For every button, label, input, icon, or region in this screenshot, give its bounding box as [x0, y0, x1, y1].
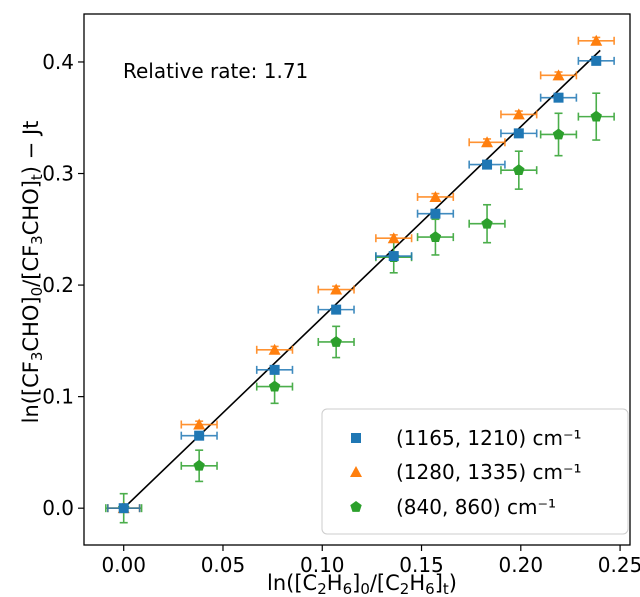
- y-tick-label: 0.3: [42, 162, 74, 186]
- legend-marker-series-3: [350, 501, 362, 512]
- y-ticks: 0.0 0.1 0.2 0.3 0.4: [42, 50, 84, 520]
- legend-label-series-3: (840, 860) cm⁻¹: [396, 495, 556, 519]
- data-point: [513, 128, 524, 139]
- data-point: [481, 136, 494, 148]
- legend-markers: [350, 433, 362, 512]
- data-point: [590, 34, 603, 46]
- relative-rate-annotation: Relative rate: 1.71: [123, 59, 308, 83]
- legend-label-series-2: (1280, 1335) cm⁻¹: [396, 460, 582, 484]
- y-axis-label: ln([CF3CHO]0/[CF3CHO]t) − Jt: [19, 121, 46, 424]
- data-point: [553, 92, 564, 103]
- legend: (1165, 1210) cm⁻¹ (1280, 1335) cm⁻¹ (840…: [321, 408, 629, 535]
- data-point: [268, 380, 281, 392]
- x-axis-label: ln([C2H6]0/[C2H6]t): [267, 571, 457, 597]
- legend-marker-series-2: [350, 466, 362, 477]
- data-point: [482, 159, 493, 170]
- data-point: [193, 418, 206, 430]
- y-tick-label: 0.1: [42, 385, 74, 409]
- data-point: [387, 232, 400, 244]
- data-point: [590, 110, 602, 122]
- x-tick-label: 0.15: [399, 553, 444, 577]
- legend-marker-series-1: [351, 433, 361, 443]
- data-point: [512, 108, 525, 120]
- data-point: [269, 364, 280, 375]
- data-point: [429, 231, 442, 242]
- y-tick-label: 0.2: [42, 273, 74, 297]
- data-point: [513, 164, 525, 176]
- series-1: [107, 55, 615, 514]
- y-tick-label: 0.4: [42, 50, 74, 74]
- data-point: [193, 459, 205, 471]
- x-tick-label: 0.00: [101, 553, 146, 577]
- legend-label-series-1: (1165, 1210) cm⁻¹: [396, 426, 582, 450]
- x-tick-label: 0.20: [499, 553, 544, 577]
- data-point: [430, 208, 441, 219]
- data-point: [118, 503, 129, 514]
- data-point: [268, 343, 281, 355]
- data-point: [388, 251, 399, 262]
- data-point: [552, 69, 565, 81]
- x-tick-label: 0.10: [300, 553, 345, 577]
- data-series: [105, 34, 615, 524]
- data-point: [330, 283, 343, 295]
- axes-frame: [83, 13, 631, 546]
- data-point: [481, 217, 493, 229]
- legend-box: [321, 408, 629, 535]
- data-point: [194, 430, 205, 441]
- data-point: [552, 128, 565, 140]
- data-point: [591, 55, 602, 66]
- x-tick-label: 0.05: [201, 553, 246, 577]
- data-point: [331, 304, 342, 315]
- y-tick-label: 0.0: [42, 496, 74, 520]
- data-point: [330, 335, 342, 347]
- x-tick-label: 0.25: [598, 553, 640, 577]
- series-2: [107, 34, 615, 514]
- x-ticks: 0.00 0.05 0.10 0.15 0.20 0.25: [101, 545, 640, 577]
- data-point: [429, 190, 442, 202]
